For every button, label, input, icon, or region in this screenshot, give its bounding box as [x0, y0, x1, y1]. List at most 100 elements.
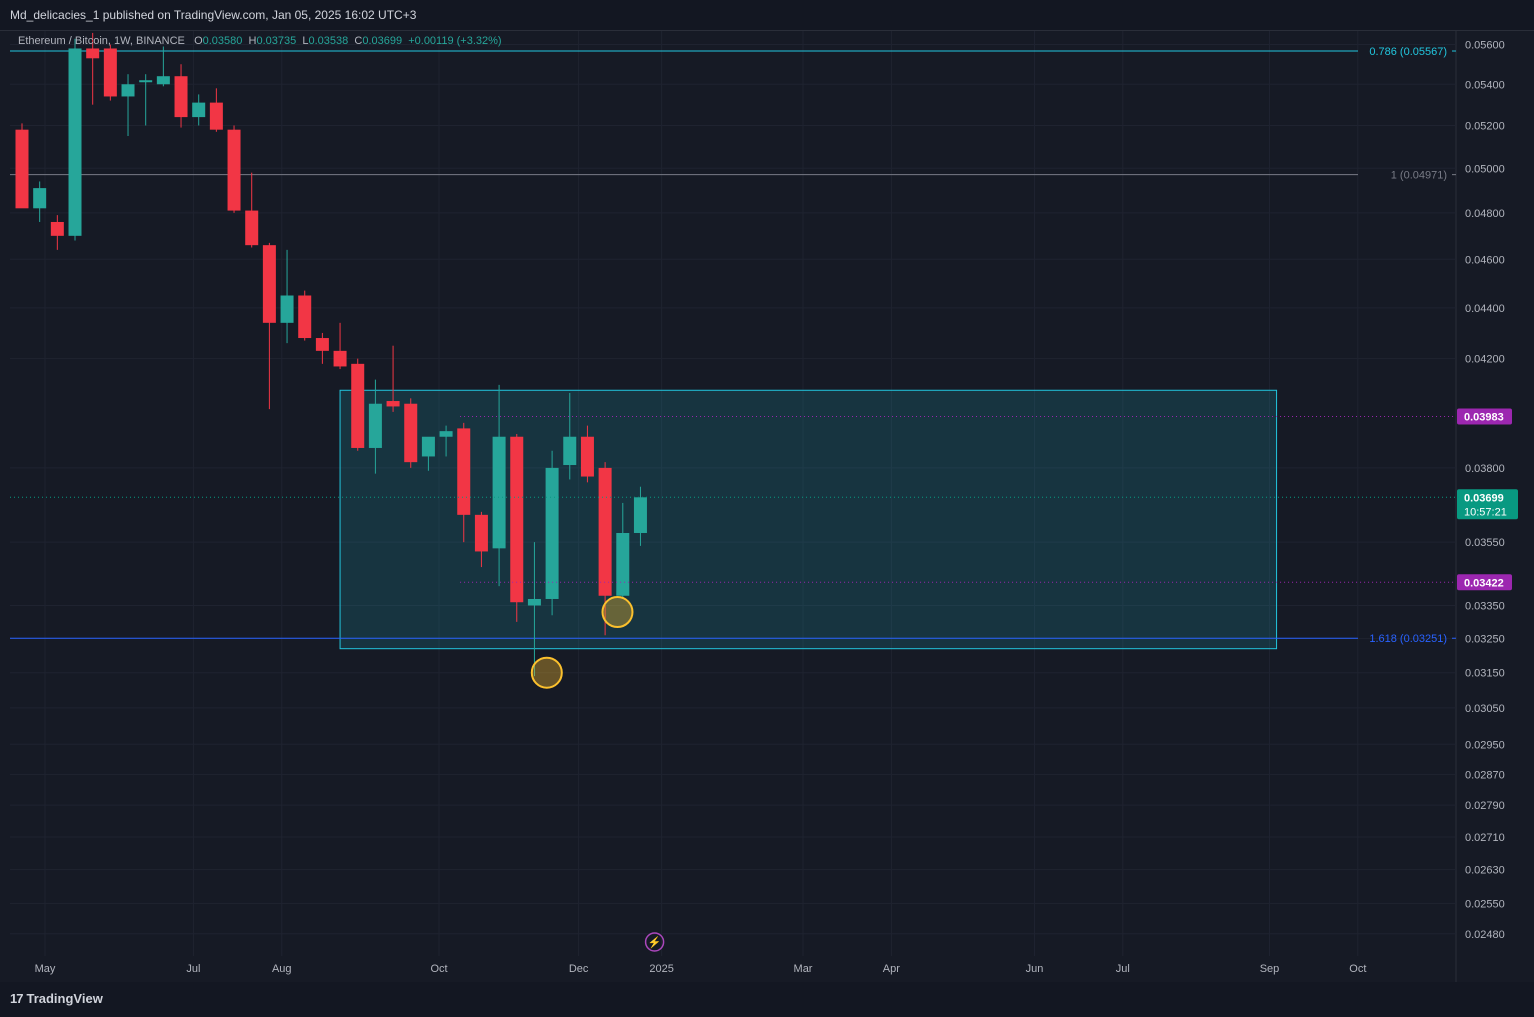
- open-value: 0.03580: [202, 35, 243, 47]
- candle-body: [616, 532, 630, 596]
- candle-body: [156, 76, 170, 85]
- candle-body: [245, 210, 259, 246]
- candle: [86, 32, 100, 105]
- price-tick-label: 0.02630: [1465, 865, 1505, 877]
- candle: [227, 125, 241, 213]
- price-tick-label: 0.02790: [1465, 800, 1505, 812]
- change-value: +0.00119 (+3.32%): [408, 35, 502, 47]
- price-tick-label: 0.03350: [1465, 600, 1505, 612]
- candle-body: [139, 80, 153, 83]
- price-badge-label: 0.03422: [1464, 577, 1504, 589]
- price-tick-label: 0.05400: [1465, 79, 1505, 91]
- candle: [368, 379, 382, 474]
- candle-body: [545, 467, 559, 599]
- highlight-circle: [601, 596, 634, 629]
- candle: [510, 433, 524, 622]
- price-badge: [1457, 408, 1512, 425]
- candle: [262, 242, 276, 410]
- price-tick-label: 0.04400: [1465, 303, 1505, 315]
- low-label: L: [302, 35, 309, 47]
- candle: [15, 123, 29, 209]
- price-tick-label: 0.04200: [1465, 354, 1505, 366]
- symbol-legend[interactable]: Ethereum / Bitcoin, 1W, BINANCE O0.03580…: [18, 35, 502, 47]
- candle-body: [439, 431, 453, 437]
- time-tick-label: Oct: [1349, 963, 1366, 975]
- price-tick-label: 0.04800: [1465, 208, 1505, 220]
- candle-body: [563, 436, 577, 466]
- time-tick-label: Oct: [430, 963, 447, 975]
- candle: [457, 422, 471, 543]
- candle: [68, 38, 82, 241]
- time-tick-label: May: [35, 963, 56, 975]
- candle: [404, 398, 418, 468]
- candle-body: [633, 497, 647, 533]
- candle: [351, 358, 365, 451]
- price-tick-label: 0.03250: [1465, 634, 1505, 646]
- chart-frame[interactable]: [0, 30, 1534, 984]
- countdown-label: 10:57:21: [1464, 506, 1507, 518]
- candle: [421, 436, 435, 471]
- fib-label: 1 (0.04971): [1391, 170, 1447, 182]
- candles: [15, 32, 647, 677]
- footer: [0, 982, 1534, 1017]
- candle-body: [262, 245, 276, 323]
- candle: [174, 64, 188, 128]
- lightning-icon: ⚡: [648, 936, 662, 949]
- candle: [386, 345, 400, 412]
- candle-body: [474, 514, 488, 552]
- tradingview-logo[interactable]: 17 TradingView: [10, 991, 103, 1006]
- overlays: ⚡: [10, 416, 1456, 952]
- candle-body: [68, 48, 82, 236]
- price-tick-label: 0.02870: [1465, 769, 1505, 781]
- candle: [439, 425, 453, 457]
- candle-body: [421, 436, 435, 457]
- candle: [192, 94, 206, 126]
- top-bar: Md_delicacies_1 published on TradingView…: [0, 0, 1534, 30]
- close-value: 0.03699: [362, 35, 403, 47]
- close-label: C: [354, 35, 363, 47]
- candle-body: [457, 428, 471, 515]
- price-tick-label: 0.02710: [1465, 832, 1505, 844]
- tradingview-logo-icon: 17: [10, 991, 24, 1006]
- candle: [209, 88, 223, 132]
- price-tick-label: 0.04600: [1465, 254, 1505, 266]
- price-tick-label: 0.02550: [1465, 898, 1505, 910]
- candle: [121, 74, 135, 137]
- candle-body: [86, 48, 100, 59]
- candle: [633, 486, 647, 546]
- candle: [616, 502, 630, 599]
- publisher-info: Md_delicacies_1 published on TradingView…: [10, 8, 417, 22]
- price-tick-label: 0.05000: [1465, 163, 1505, 175]
- price-tick-label: 0.03150: [1465, 668, 1505, 680]
- candle: [333, 322, 347, 370]
- candle: [527, 542, 541, 677]
- high-value: 0.03735: [256, 35, 297, 47]
- candle-body: [298, 295, 312, 339]
- candle-body: [50, 221, 64, 236]
- candle: [315, 332, 329, 364]
- candle: [245, 172, 259, 248]
- candle-body: [15, 129, 29, 209]
- time-tick-label: Jul: [186, 963, 200, 975]
- open-label: O: [194, 35, 203, 47]
- event-icon-ring: [644, 932, 665, 952]
- candle: [280, 249, 294, 344]
- time-tick-label: Jun: [1026, 963, 1044, 975]
- fib-label: 1.618 (0.03251): [1369, 633, 1447, 645]
- candle: [492, 384, 506, 587]
- candle-body: [174, 76, 188, 118]
- time-tick-label: Apr: [883, 963, 900, 975]
- current-price-label: 0.03699: [1464, 492, 1504, 504]
- time-tick-label: Mar: [794, 963, 813, 975]
- candle-body: [386, 401, 400, 407]
- candle-body: [103, 48, 117, 97]
- candle-body: [333, 350, 347, 367]
- candle: [598, 462, 612, 636]
- time-tick-label: 2025: [649, 963, 673, 975]
- symbol-title[interactable]: Ethereum / Bitcoin, 1W, BINANCE: [18, 35, 185, 47]
- candle-body: [404, 403, 418, 463]
- candle: [474, 511, 488, 568]
- candle: [298, 290, 312, 341]
- candle-body: [368, 403, 382, 448]
